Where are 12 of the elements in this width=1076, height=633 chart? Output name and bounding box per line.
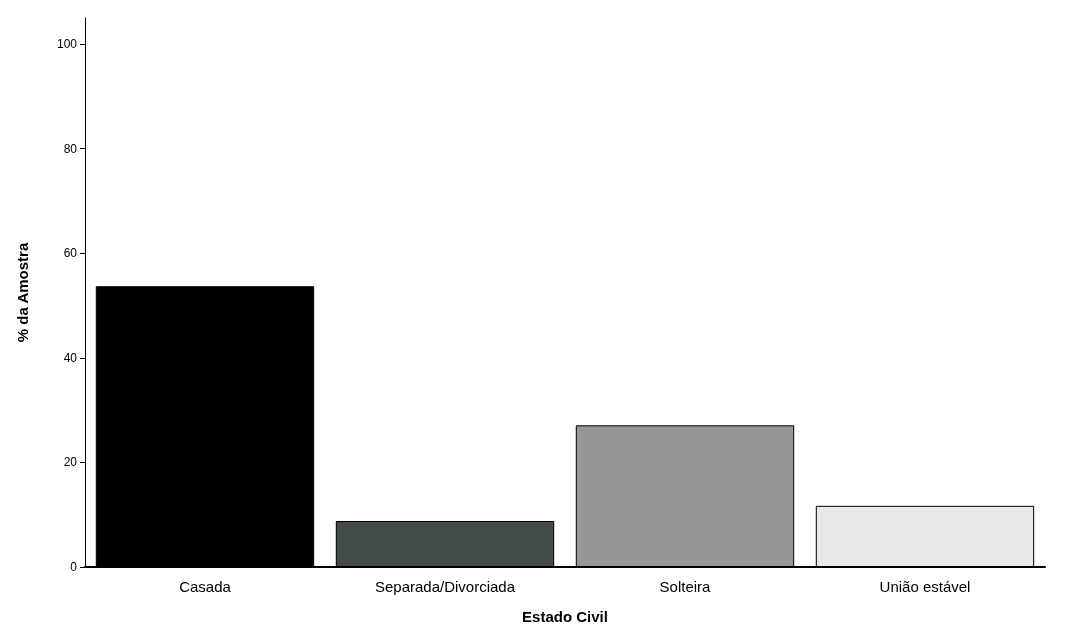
x-tick-label: União estável: [879, 578, 971, 595]
y-tick-label: 60: [63, 246, 78, 261]
y-tick-label: 40: [63, 350, 78, 365]
x-axis-title: Estado Civil: [522, 608, 608, 625]
y-tick-label: 0: [70, 560, 78, 574]
x-tick-label: Solteira: [659, 578, 712, 595]
y-tick-label: 100: [56, 37, 78, 52]
x-tick-label: Separada/Divorciada: [374, 578, 516, 595]
y-tick-label: 20: [63, 455, 78, 470]
y-axis-title: % da Amostra: [14, 242, 31, 343]
y-tick-label: 80: [63, 141, 78, 156]
x-tick-label: Casada: [179, 578, 232, 595]
